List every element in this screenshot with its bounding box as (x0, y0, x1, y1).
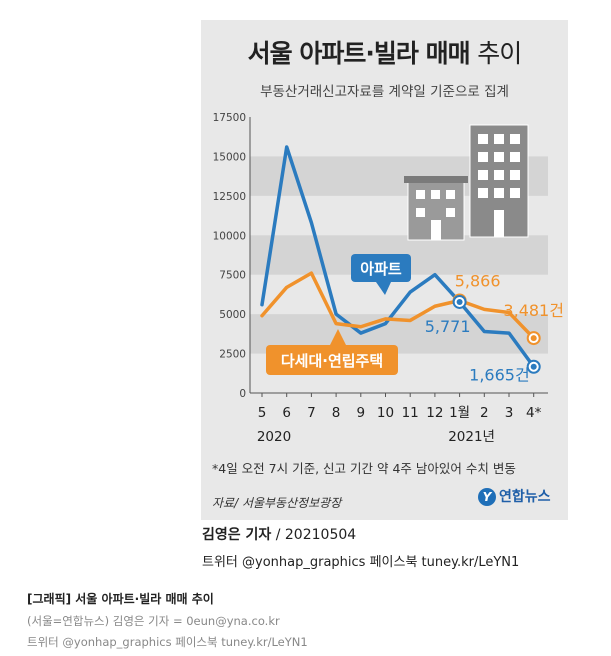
data-label: 3,481건 (503, 301, 564, 320)
x-tick-label: 11 (402, 405, 419, 421)
legend-box (266, 345, 398, 375)
x-tick-label: 9 (357, 405, 366, 421)
legend-label: 다세대·연립주택 (281, 352, 383, 370)
building-illustration (404, 124, 529, 241)
caption-reporter: (서울=연합뉴스) 김영은 기자 = 0eun@yna.co.kr (27, 614, 280, 628)
y-tick-label: 7500 (219, 270, 246, 282)
y-axis: 0 2500 5000 7500 10000 12500 15000 17500 (213, 112, 251, 400)
data-point-marker-core (530, 335, 537, 342)
chart-footnote: *4일 오전 7시 기준, 신고 기간 약 4주 남아있어 수치 변동 (212, 461, 516, 476)
x-tick-label: 5 (258, 405, 267, 421)
chart-title: 서울 아파트·빌라 매매 추이 (247, 39, 523, 68)
data-label: 5,771 (425, 317, 471, 336)
y-tick-label: 0 (239, 388, 246, 400)
y-tick-label: 2500 (219, 349, 246, 361)
chart-source: 자료/ 서울부동산정보광장 (212, 496, 342, 510)
chart-subtitle: 부동산거래신고자료를 계약일 기준으로 집계 (260, 84, 509, 100)
year-label: 2021년 (448, 429, 495, 445)
series-line-1 (260, 271, 536, 340)
x-tick-label: 2 (480, 405, 489, 421)
legend-box (351, 254, 411, 282)
yonhap-logo-icon: Y (478, 488, 496, 506)
y-tick-label: 15000 (213, 151, 246, 163)
data-point-marker-core (456, 298, 463, 305)
series-markers (452, 293, 541, 374)
data-point-marker-core (530, 363, 537, 370)
byline: 김영은 기자 / 20210504 (202, 527, 357, 543)
x-tick-label: 4* (526, 405, 542, 421)
series-line-0 (260, 145, 536, 369)
legend-pointer (330, 329, 346, 345)
series-lines (260, 145, 536, 369)
x-tick-label: 8 (332, 405, 341, 421)
caption-title: [그래픽] 서울 아파트·빌라 매매 추이 (27, 592, 214, 606)
x-axis: 5 6 7 8 9 10 11 12 1월 2 3 4* 2020 2021년 (250, 392, 548, 445)
y-tick-label: 5000 (219, 309, 246, 321)
x-tick-label: 12 (426, 405, 443, 421)
x-tick-label: 7 (307, 405, 316, 421)
legend-pointer (376, 282, 391, 295)
year-label: 2020 (257, 429, 291, 445)
x-tick-label: 6 (282, 405, 291, 421)
yonhap-logo: Y 연합뉴스 (478, 486, 551, 506)
y-tick-label: 10000 (213, 230, 246, 242)
y-tick-label: 17500 (213, 112, 246, 124)
data-label: 5,866 (455, 271, 501, 290)
data-label: 1,665건 (469, 366, 530, 385)
y-tick-label: 12500 (213, 191, 246, 203)
social-line: 트위터 @yonhap_graphics 페이스북 tuney.kr/LeYN1 (202, 555, 520, 570)
caption-social: 트위터 @yonhap_graphics 페이스북 tuney.kr/LeYN1 (27, 635, 308, 649)
x-tick-label: 10 (377, 405, 394, 421)
x-tick-label: 3 (505, 405, 514, 421)
legend-label: 아파트 (360, 260, 402, 278)
x-tick-label: 1월 (449, 405, 470, 421)
